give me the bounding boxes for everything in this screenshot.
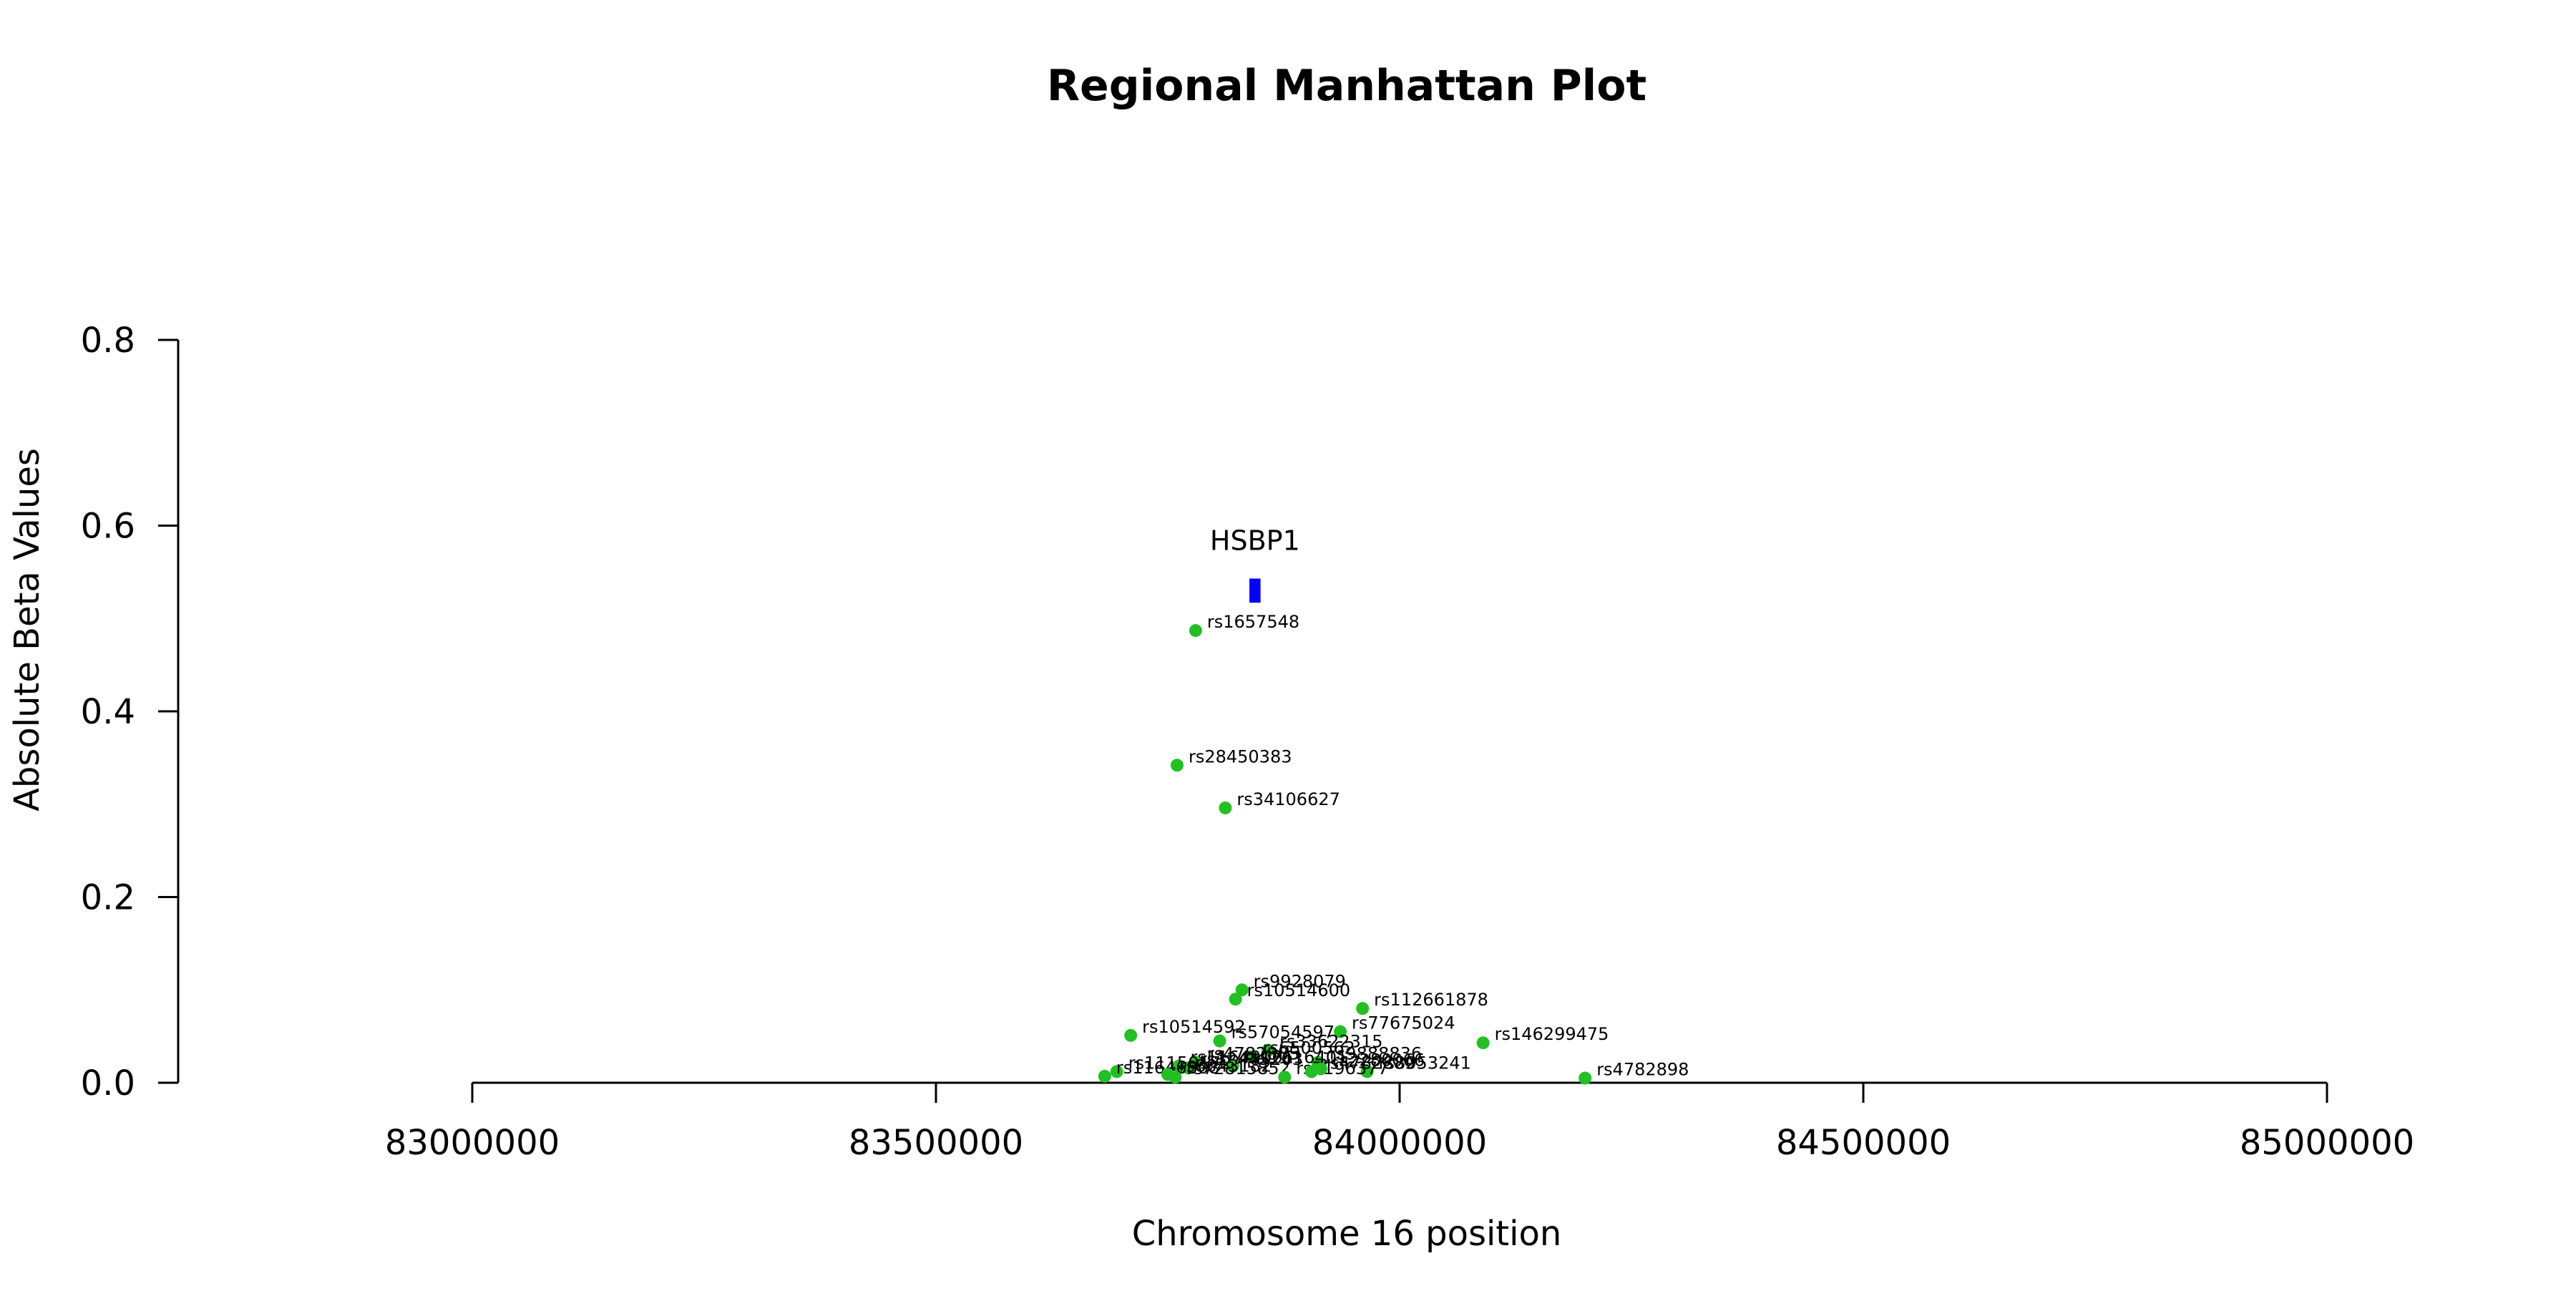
- x-tick-label: 83500000: [849, 1123, 1023, 1163]
- x-tick-label: 83000000: [385, 1123, 560, 1163]
- snp-label: rs11150172: [1128, 1053, 1232, 1073]
- snp-point: [1169, 1071, 1182, 1084]
- snp-label: rs12445203: [1200, 1049, 1304, 1069]
- snp-point: [1181, 1061, 1195, 1075]
- snp-point: [1110, 1065, 1123, 1078]
- y-tick-label: 0.0: [81, 1063, 135, 1104]
- snp-point: [1170, 759, 1184, 772]
- snp-label: rs33622315: [1279, 1032, 1383, 1052]
- snp-label: rs4782898: [1596, 1060, 1689, 1080]
- snp-point: [1124, 1028, 1138, 1042]
- snp-point: [1356, 1002, 1370, 1015]
- snp-label: rs2280066: [1332, 1051, 1425, 1071]
- snp-label: rs9928079: [1254, 971, 1346, 991]
- snp-label: rs10514592: [1142, 1017, 1246, 1037]
- snp-point: [1235, 983, 1249, 997]
- y-tick-label: 0.4: [81, 692, 135, 732]
- y-tick-label: 0.6: [81, 507, 135, 547]
- snp-label: rs57054597: [1231, 1023, 1335, 1043]
- snp-point: [1579, 1071, 1592, 1085]
- snp-point: [1098, 1069, 1111, 1083]
- snp-point: [1278, 1071, 1292, 1084]
- axes-layer: 83000000 83500000 84000000 84500000 85000000…: [81, 321, 2415, 1163]
- snp-point: [1476, 1036, 1490, 1050]
- snp-point: [1314, 1062, 1327, 1076]
- snp-point: [1213, 1034, 1226, 1048]
- y-axis-label: Absolute Beta Values: [7, 448, 47, 812]
- snp-point: [1244, 1050, 1258, 1063]
- snp-point: [1189, 624, 1202, 638]
- snp-label: rs28450383: [1189, 746, 1292, 766]
- snp-label: rs146299475: [1495, 1024, 1609, 1044]
- snp-label: rs11649001: [1191, 1048, 1294, 1068]
- x-tick-label: 84000000: [1312, 1123, 1487, 1163]
- y-tick-label: 0.8: [81, 321, 135, 361]
- x-tick-label: 85000000: [2240, 1123, 2414, 1163]
- snp-point: [1360, 1065, 1374, 1078]
- snp-label: rs34106627: [1236, 789, 1340, 809]
- snp-label: rs17616401: [1244, 1048, 1348, 1068]
- points-layer: rs1657548rs28450383rs34106627rs9928079rs…: [1098, 578, 1689, 1085]
- snp-label: rs8053241: [1379, 1053, 1471, 1073]
- snp-label: rs112661878: [1374, 990, 1488, 1010]
- snp-label: rs1657548: [1207, 612, 1299, 632]
- y-tick-label: 0.2: [81, 878, 135, 918]
- snp-point: [1226, 1059, 1239, 1073]
- snp-label: rs10514600: [1247, 980, 1351, 1000]
- x-axis-label: Chromosome 16 position: [1132, 1214, 1562, 1254]
- snp-label: rs4782889: [1323, 1053, 1415, 1073]
- gene-label: HSBP1: [1210, 525, 1300, 556]
- snp-label: rs6500562: [1263, 1038, 1355, 1058]
- chart-title: Regional Manhattan Plot: [1047, 61, 1646, 111]
- snp-point: [1334, 1025, 1347, 1038]
- snp-label: rs72815852: [1186, 1058, 1290, 1078]
- snp-label: rs9888836: [1330, 1043, 1422, 1063]
- snp-point: [1219, 801, 1232, 814]
- gene-bar: [1249, 578, 1261, 603]
- snp-label: rs8043182: [1179, 1056, 1272, 1076]
- x-tick-label: 84500000: [1776, 1123, 1951, 1163]
- snp-label: rs4782885: [1207, 1043, 1299, 1063]
- snp-label: rs77675024: [1352, 1013, 1455, 1033]
- snp-point: [1229, 993, 1242, 1006]
- snp-point: [1261, 1043, 1274, 1057]
